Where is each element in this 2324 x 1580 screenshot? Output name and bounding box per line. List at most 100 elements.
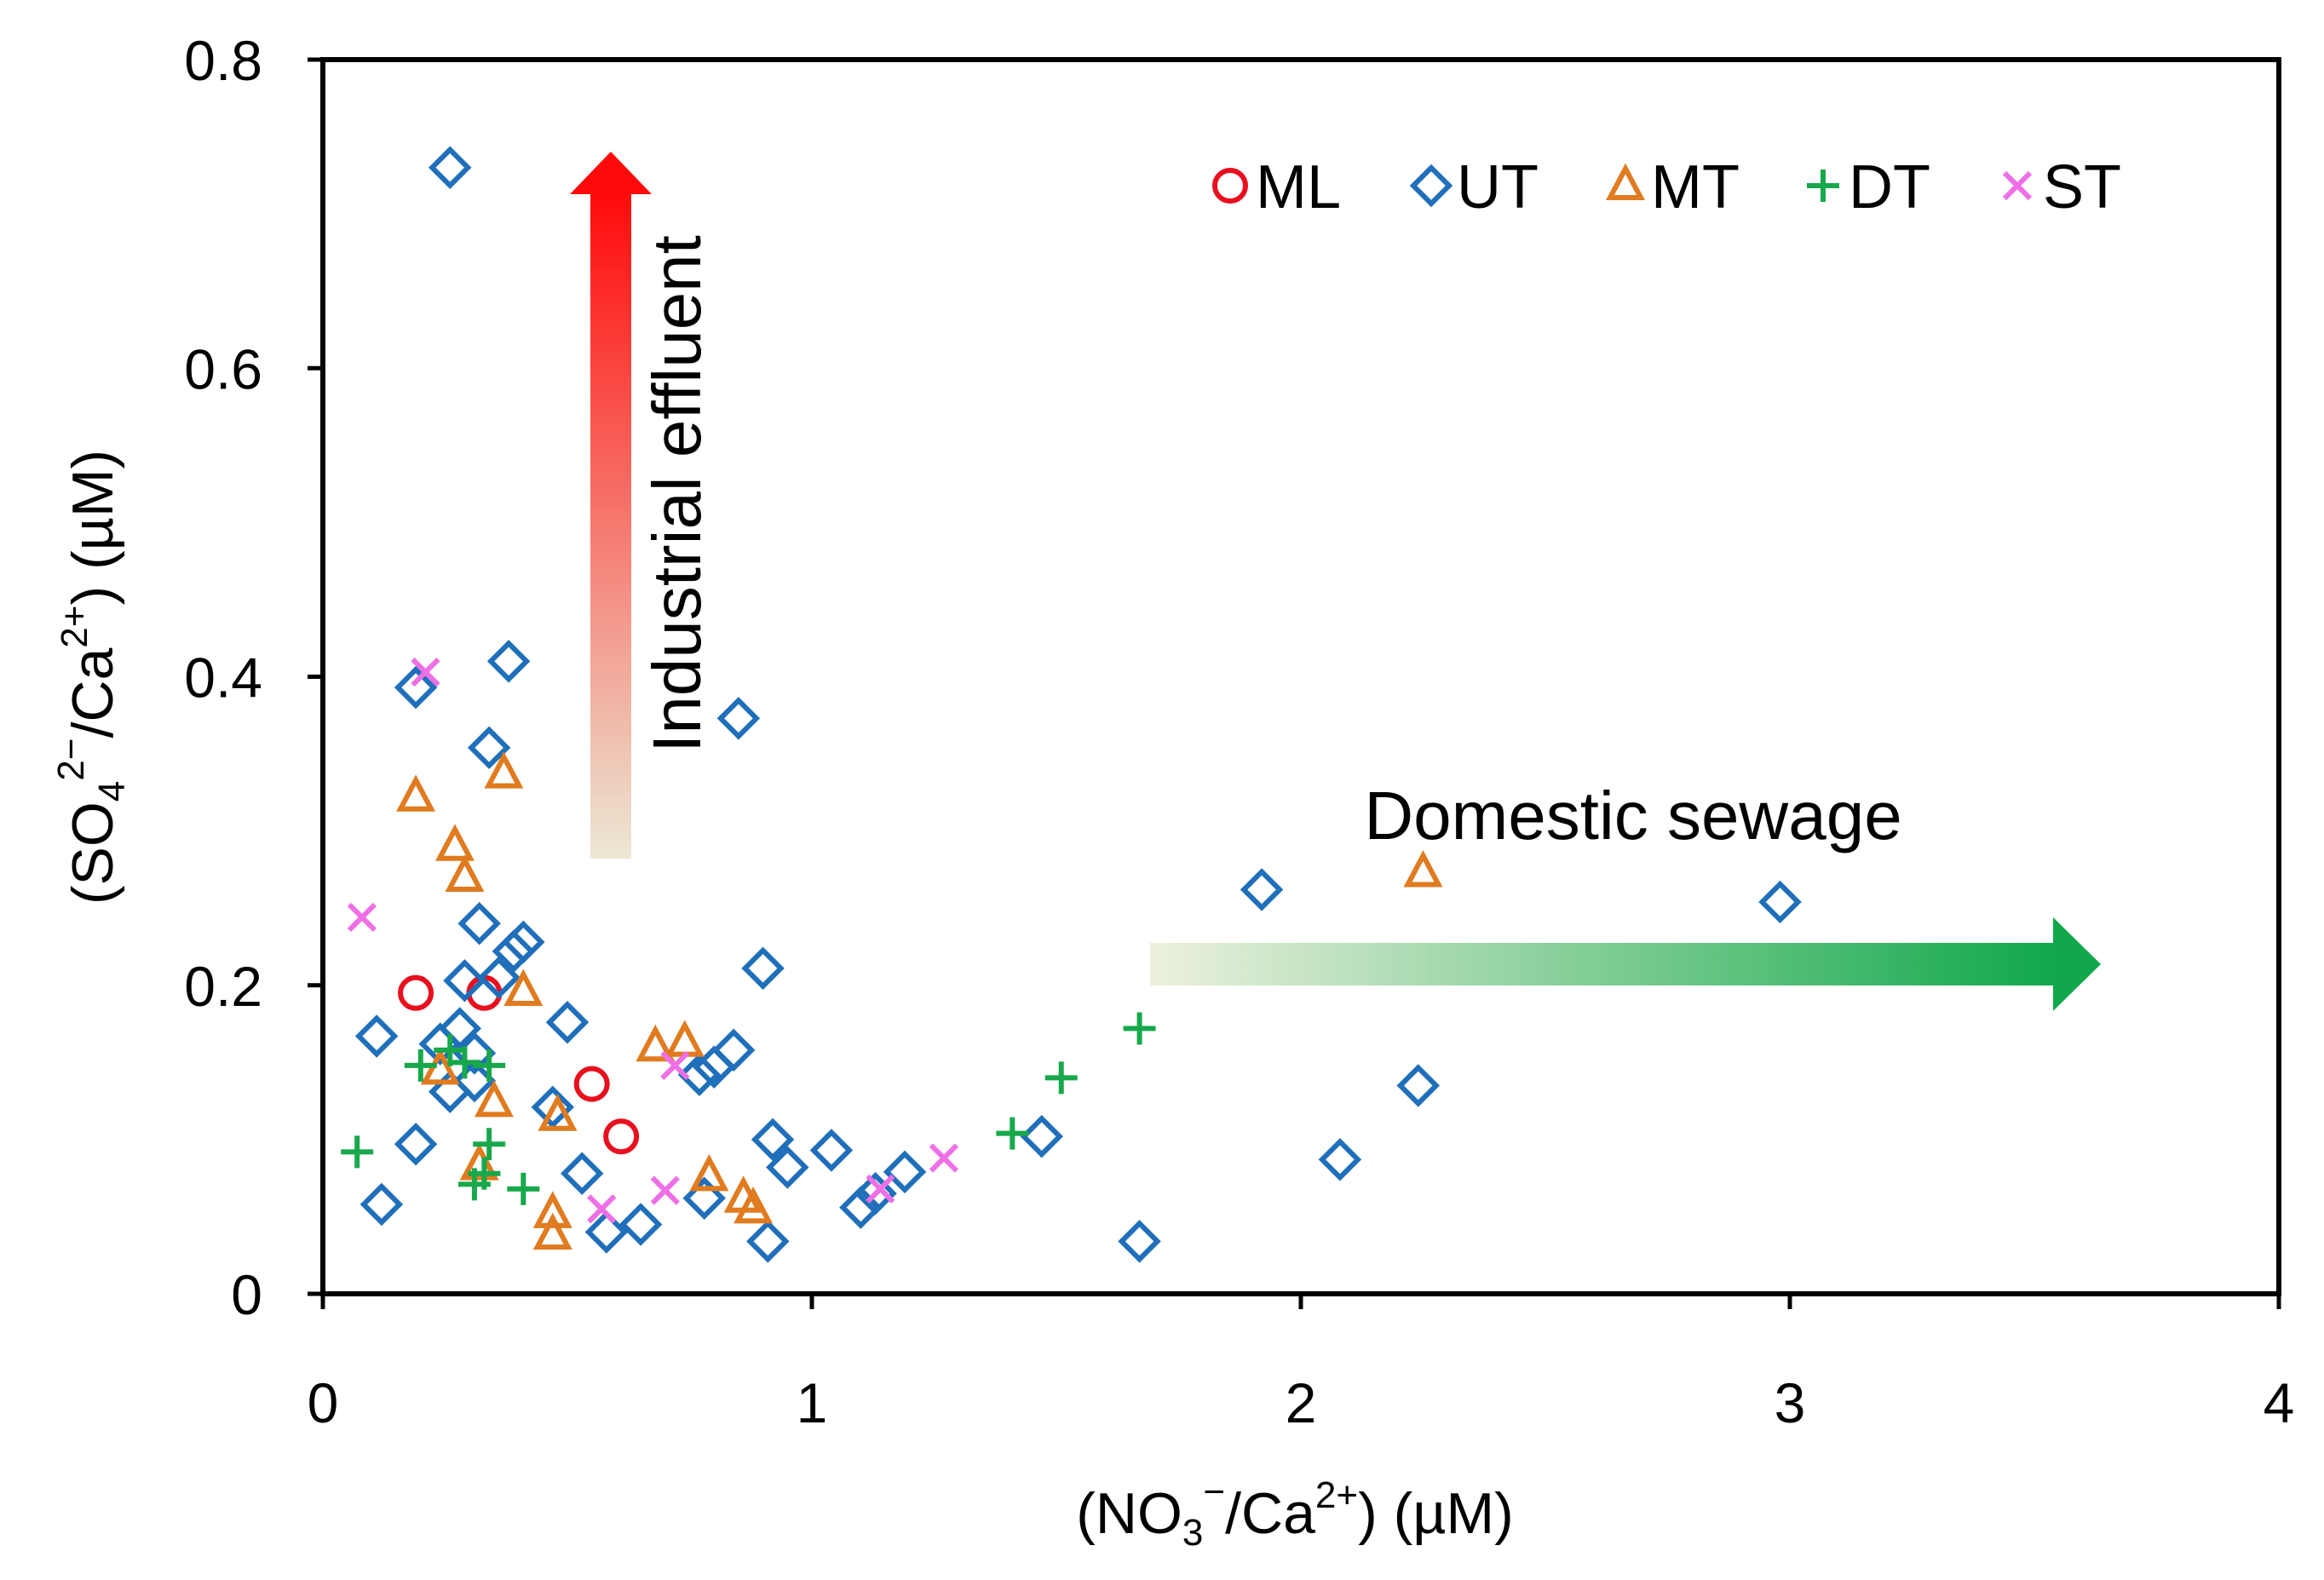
x-axis-title: (NO3−/Ca2+) (µM) <box>1076 1471 1514 1554</box>
x-tick-label: 2 <box>1286 1371 1317 1434</box>
data-point-ut <box>883 1150 927 1194</box>
data-point-ut <box>486 640 531 683</box>
data-point-ut <box>618 1203 663 1246</box>
data-point-dt <box>1123 1012 1156 1045</box>
data-point-mt <box>459 1143 499 1181</box>
data-point-ut <box>1396 1064 1441 1107</box>
data-point-ut <box>1318 1138 1362 1181</box>
data-point-ml <box>603 1118 640 1155</box>
data-point-ut <box>677 1053 722 1097</box>
legend: ML UT MT DT ST <box>1212 153 2121 221</box>
data-point-ut <box>531 1085 575 1129</box>
industrial-effluent-label: Industrial effluent <box>639 235 715 753</box>
axis-ticks: 0 1 2 3 4 0 0.2 0.4 0.6 0.8 <box>184 29 2294 1434</box>
data-point-ut <box>746 1220 790 1263</box>
data-point-ut <box>839 1186 883 1229</box>
data-point-ut <box>428 146 472 190</box>
data-point-mt <box>396 774 436 812</box>
data-point-mt <box>474 1079 514 1117</box>
x-tick-label: 0 <box>308 1371 339 1434</box>
data-point-dt <box>448 1046 481 1079</box>
data-point-ut <box>682 1176 726 1220</box>
data-point-ut <box>766 1146 809 1189</box>
data-point-ut <box>492 929 536 974</box>
x-tick-label: 3 <box>1775 1371 1806 1434</box>
data-point-dt <box>457 1168 491 1201</box>
x-tick-label: 4 <box>2264 1371 2295 1434</box>
legend-marker-ml <box>1212 168 1248 204</box>
data-point-st <box>587 1194 617 1224</box>
data-point-ut <box>394 1123 438 1166</box>
legend-label-mt: MT <box>1651 153 1740 221</box>
data-point-dt <box>341 1135 374 1169</box>
data-point-mt <box>503 968 544 1006</box>
data-point-st <box>929 1143 959 1173</box>
data-point-ut <box>443 959 486 1003</box>
data-point-ut <box>741 946 785 991</box>
data-point-ut <box>1758 880 1802 924</box>
legend-marker-st <box>2002 170 2033 201</box>
data-point-ut <box>457 902 501 945</box>
data-point-ut <box>545 1000 590 1044</box>
domestic-sewage-arrow <box>1150 917 2101 1011</box>
legend-label-ut: UT <box>1457 153 1539 221</box>
data-point-ut <box>854 1172 897 1215</box>
data-point-dt <box>473 1049 506 1082</box>
data-point-ut <box>716 697 761 740</box>
data-points <box>341 146 1802 1263</box>
data-point-ut <box>467 726 511 770</box>
data-point-mt <box>538 1094 578 1131</box>
data-point-dt <box>1044 1061 1078 1095</box>
data-point-st <box>411 657 440 687</box>
domestic-sewage-label: Domestic sewage <box>1364 778 1901 853</box>
data-point-mt <box>636 1024 676 1062</box>
y-tick-label: 0.2 <box>184 955 262 1018</box>
x-tick-label: 1 <box>797 1371 828 1434</box>
data-point-mt <box>532 1212 572 1250</box>
series-ut <box>354 146 1802 1263</box>
data-point-ut <box>1240 868 1284 911</box>
data-point-mt <box>733 1186 774 1224</box>
data-point-st <box>660 1050 690 1081</box>
data-point-st <box>650 1175 680 1205</box>
data-point-ut <box>809 1129 854 1172</box>
data-point-mt <box>664 1020 705 1057</box>
legend-marker-dt <box>1807 169 1839 202</box>
data-point-ut <box>354 1014 399 1058</box>
data-point-mt <box>689 1153 729 1192</box>
data-point-ut <box>360 1182 404 1227</box>
y-tick-label: 0.4 <box>184 646 262 710</box>
data-point-ml <box>398 974 434 1011</box>
data-point-ut <box>477 956 521 999</box>
data-point-ut <box>1020 1115 1064 1158</box>
data-point-mt <box>1403 850 1443 888</box>
series-mt <box>396 751 1443 1250</box>
data-point-ut <box>394 665 438 710</box>
legend-marker-ut <box>1409 164 1453 208</box>
data-point-mt <box>532 1191 572 1228</box>
data-point-ut <box>428 1070 472 1113</box>
data-point-st <box>866 1174 895 1204</box>
data-point-ut <box>1118 1220 1161 1263</box>
data-point-ut <box>711 1028 756 1072</box>
legend-label-st: ST <box>2043 153 2121 221</box>
data-point-mt <box>434 824 475 861</box>
series-st <box>347 657 959 1224</box>
y-tick-label: 0.8 <box>184 29 262 92</box>
data-point-dt <box>404 1049 437 1082</box>
industrial-effluent-arrow <box>570 152 652 859</box>
legend-label-ml: ML <box>1256 153 1341 221</box>
legend-label-dt: DT <box>1849 153 1930 221</box>
series-dt <box>341 1012 1156 1205</box>
y-tick-label: 0.6 <box>184 337 262 400</box>
data-point-ut <box>560 1152 604 1195</box>
data-point-st <box>347 902 377 933</box>
data-point-ml <box>573 1066 610 1102</box>
data-point-dt <box>996 1117 1029 1150</box>
data-point-mt <box>484 751 524 789</box>
legend-marker-mt <box>1606 163 1645 200</box>
data-point-mt <box>445 854 485 892</box>
data-point-ut <box>751 1117 795 1162</box>
y-tick-label: 0 <box>231 1263 262 1326</box>
